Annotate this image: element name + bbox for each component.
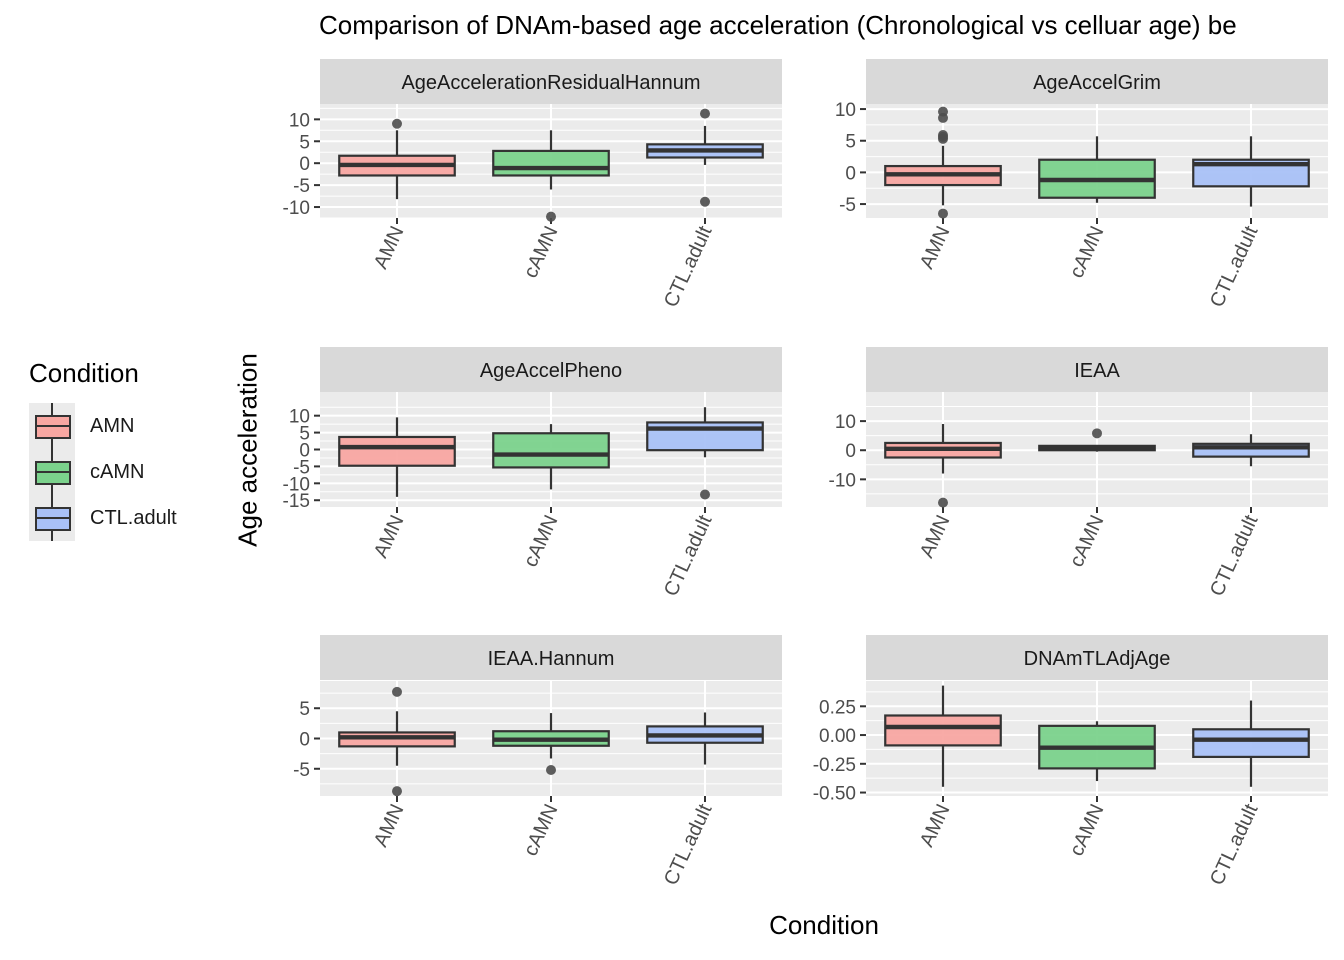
facet-strip [320, 59, 782, 104]
x-tick-label: AMN [370, 223, 409, 273]
facet-strip [866, 635, 1328, 680]
y-tick-label: -0.25 [813, 755, 856, 776]
x-tick-label: AMN [916, 801, 955, 851]
x-tick-label: cAMN [520, 512, 563, 571]
x-tick-label: AMN [916, 512, 955, 562]
x-tick-label: CTL.adult [660, 511, 717, 599]
facet-label: IEAA.Hannum [488, 648, 615, 670]
x-tick-label: CTL.adult [1206, 222, 1263, 310]
x-tick-label: AMN [916, 223, 955, 273]
y-tick-label: 0.25 [819, 697, 856, 718]
facet-strip [866, 347, 1328, 392]
facet-strip [320, 635, 782, 680]
y-tick-label: 0 [299, 154, 310, 175]
legend-swatch [35, 461, 71, 485]
x-tick-label: AMN [370, 512, 409, 562]
legend-title: Condition [29, 358, 139, 388]
legend-item-camn: cAMN [29, 449, 177, 495]
legend-label: CTL.adult [90, 506, 177, 529]
legend-item-amn: AMN [29, 403, 177, 449]
outlier-point [546, 764, 556, 775]
y-tick-label: 10 [289, 407, 310, 428]
x-axis-title: Condition [769, 910, 879, 940]
legend-label: AMN [90, 414, 135, 437]
box-iqr [884, 714, 1002, 747]
outlier-point [700, 489, 710, 500]
y-tick-label: 0 [299, 730, 310, 751]
y-tick-label: 10 [289, 110, 310, 131]
facet-label: AgeAccelGrim [1033, 72, 1161, 94]
x-tick-label: CTL.adult [660, 800, 717, 888]
y-tick-label: 0 [299, 441, 310, 462]
y-tick-label: 10 [835, 100, 856, 121]
y-tick-label: 5 [299, 699, 310, 720]
outlier-point [938, 208, 948, 219]
facet-strip [320, 347, 782, 392]
y-tick-label: 10 [835, 412, 856, 433]
box-iqr [338, 435, 456, 467]
y-tick-label: 5 [299, 424, 310, 445]
box-iqr [492, 432, 610, 469]
x-tick-label: cAMN [520, 801, 563, 860]
y-tick-label: 0 [845, 163, 856, 184]
legend-key [29, 403, 75, 449]
y-tick-label: -5 [293, 457, 310, 478]
outlier-point [938, 133, 948, 144]
outlier-point [392, 786, 402, 797]
facet-label: IEAA [1074, 360, 1120, 382]
outlier-point [392, 686, 402, 697]
outlier-point [938, 112, 948, 123]
x-tick-label: cAMN [520, 223, 563, 282]
y-tick-label: -10 [283, 474, 310, 495]
outlier-point [1092, 428, 1102, 439]
legend: Condition AMN cAMN CTL.adult [29, 358, 177, 541]
legend-label: cAMN [90, 460, 145, 483]
outlier-point [700, 196, 710, 207]
facet-strip [866, 59, 1328, 104]
legend-key [29, 449, 75, 495]
outlier-point [700, 108, 710, 119]
y-tick-label: -15 [283, 491, 310, 512]
facet-label: DNAmTLAdjAge [1024, 648, 1171, 670]
x-tick-label: AMN [370, 801, 409, 851]
y-tick-label: -5 [839, 195, 856, 216]
legend-key [29, 495, 75, 541]
legend-swatch [35, 415, 71, 439]
x-tick-label: cAMN [1066, 223, 1109, 282]
box-iqr [492, 149, 610, 177]
y-tick-label: 0 [845, 441, 856, 462]
x-tick-label: cAMN [1066, 512, 1109, 571]
chart-title: Comparison of DNAm-based age acceleratio… [319, 10, 1237, 40]
legend-swatch [35, 507, 71, 531]
y-tick-label: -5 [293, 176, 310, 197]
box-iqr [1192, 728, 1310, 758]
x-tick-label: CTL.adult [1206, 800, 1263, 888]
outlier-point [938, 497, 948, 508]
y-axis-title: Age acceleration [232, 353, 263, 547]
y-tick-label: 5 [299, 132, 310, 153]
y-tick-label: -5 [293, 760, 310, 781]
x-tick-label: CTL.adult [660, 222, 717, 310]
y-tick-label: 0.00 [819, 726, 856, 747]
y-tick-label: -10 [283, 198, 310, 219]
y-tick-label: -0.50 [813, 784, 856, 805]
y-tick-label: 5 [845, 132, 856, 153]
outlier-point [392, 118, 402, 129]
x-tick-label: CTL.adult [1206, 511, 1263, 599]
facet-label: AgeAccelerationResidualHannum [401, 72, 700, 94]
outlier-point [546, 211, 556, 222]
x-tick-label: cAMN [1066, 801, 1109, 860]
y-tick-label: -10 [829, 470, 856, 491]
legend-item-ctl-adult: CTL.adult [29, 495, 177, 541]
facet-label: AgeAccelPheno [480, 360, 622, 382]
